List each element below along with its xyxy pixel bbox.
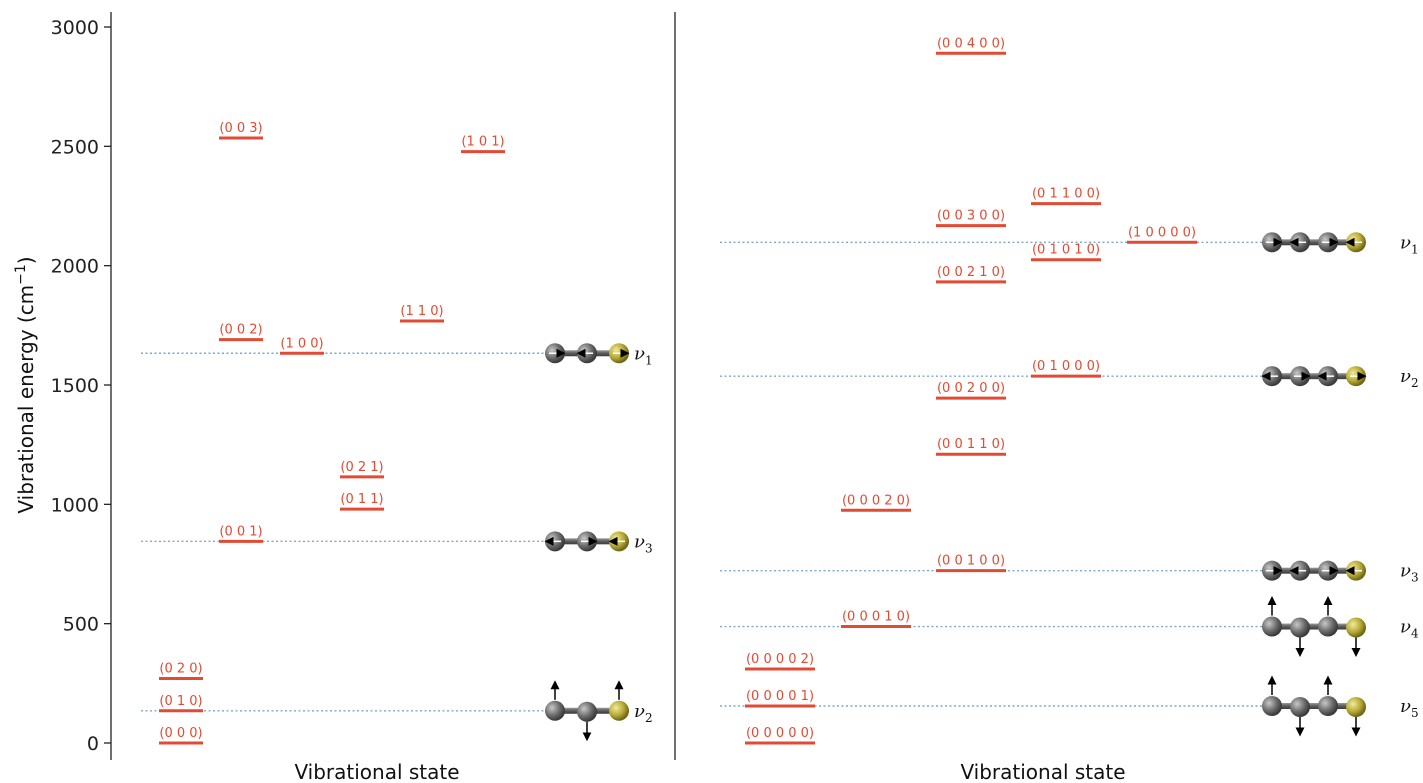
- carbon-atom: [1262, 696, 1282, 717]
- energy-level-label: (0 0 2 0 0): [937, 381, 1005, 396]
- carbon-atom: [1290, 697, 1310, 718]
- mode-reference-lines: [141, 241, 1268, 712]
- sulfur-atom: [1346, 697, 1366, 718]
- energy-level-label: (1 0 1): [461, 135, 504, 150]
- mode-label: ν1: [634, 343, 653, 367]
- molecule-icon: [1262, 232, 1366, 253]
- carbon-atom: [1318, 616, 1338, 637]
- carbon-atom: [1318, 696, 1338, 717]
- energy-level-label: (0 0 1): [219, 524, 262, 539]
- y-tick-label: 1500: [51, 375, 99, 397]
- energy-level-label: (0 2 1): [340, 460, 383, 475]
- energy-level-label: (0 0 3 0 0): [937, 209, 1005, 224]
- y-tick-label: 3000: [51, 17, 99, 39]
- y-tick-label: 500: [63, 614, 99, 636]
- energy-level-label: (0 0 0 0 0): [746, 726, 814, 741]
- energy-level-label: (0 0 0 0 1): [746, 689, 814, 704]
- mode-label: ν3: [634, 531, 653, 555]
- y-tick-label: 0: [87, 733, 99, 755]
- energy-level-label: (0 0 1 1 0): [937, 437, 1005, 452]
- energy-level-label: (0 0 4 0 0): [937, 36, 1005, 51]
- energy-level-label: (0 0 0 2 0): [842, 493, 910, 508]
- mode-label: ν2: [1400, 366, 1419, 390]
- energy-level-label: (0 0 0): [159, 726, 202, 741]
- energy-level-label: (0 0 0 0 2): [746, 652, 814, 667]
- sulfur-atom: [1346, 617, 1366, 638]
- carbon-atom: [1290, 617, 1310, 638]
- mode-molecules: ν1 ν3 ν2 ν1 ν2 ν3 ν4 ν5: [544, 232, 1419, 742]
- carbon-atom: [1262, 616, 1282, 637]
- energy-level-label: (0 0 2 1 0): [937, 265, 1005, 280]
- energy-level-label: (0 0 1 0 0): [937, 554, 1005, 569]
- molecule-icon: [545, 343, 630, 364]
- mode-label: ν2: [634, 701, 653, 725]
- energy-level-label: (0 1 0): [159, 694, 202, 709]
- molecule-icon: [1262, 596, 1366, 658]
- energy-level-label: (0 0 2): [219, 323, 262, 338]
- energy-level-label: (0 1 1): [340, 492, 383, 507]
- carbon-atom: [545, 700, 565, 721]
- mode-label: ν4: [1400, 617, 1419, 641]
- y-axis-title: Vibrational energy (cm−1): [13, 256, 38, 513]
- molecule-bond: [1272, 623, 1356, 630]
- mode-label: ν3: [1400, 561, 1419, 585]
- sulfur-atom: [609, 700, 629, 721]
- molecule-icon: [544, 531, 629, 552]
- x-axis-title-left: Vibrational state: [294, 760, 459, 783]
- molecule-icon: [1261, 366, 1367, 387]
- energy-level-label: (0 2 0): [159, 662, 202, 677]
- molecule-bond: [1272, 239, 1356, 246]
- mode-label: ν5: [1400, 696, 1419, 720]
- energy-level-label: (0 0 0 1 0): [842, 610, 910, 625]
- carbon-atom: [577, 701, 597, 722]
- energy-level-label: (0 1 1 0 0): [1032, 187, 1100, 202]
- energy-level-label: (1 1 0): [400, 304, 443, 319]
- y-tick-label: 1000: [51, 494, 99, 516]
- molecule-bond: [1272, 567, 1356, 574]
- molecule-bond: [1272, 373, 1356, 380]
- energy-level-label: (1 0 0): [280, 336, 323, 351]
- y-tick-label: 2000: [51, 256, 99, 278]
- molecule-icon: [1262, 560, 1366, 581]
- y-axis-ticks: 0 500 1000 1500 2000 2500 3000: [51, 17, 111, 755]
- mode-label: ν1: [1400, 232, 1419, 256]
- energy-level-label: (1 0 0 0 0): [1128, 225, 1196, 240]
- energy-level-label: (0 1 0 0 0): [1032, 359, 1100, 374]
- y-tick-label: 2500: [51, 136, 99, 158]
- molecule-icon: [1262, 675, 1366, 737]
- x-axis-title-right: Vibrational state: [960, 760, 1125, 783]
- molecule-icon: [545, 680, 629, 742]
- molecule-bond: [1272, 703, 1356, 710]
- energy-levels: (0 0 0) (0 1 0) (0 2 0) (0 0 1) (0 0 2) (0 0 …: [159, 36, 1197, 745]
- energy-level-label: (0 1 0 1 0): [1032, 243, 1100, 258]
- energy-level-label: (0 0 3): [219, 121, 262, 136]
